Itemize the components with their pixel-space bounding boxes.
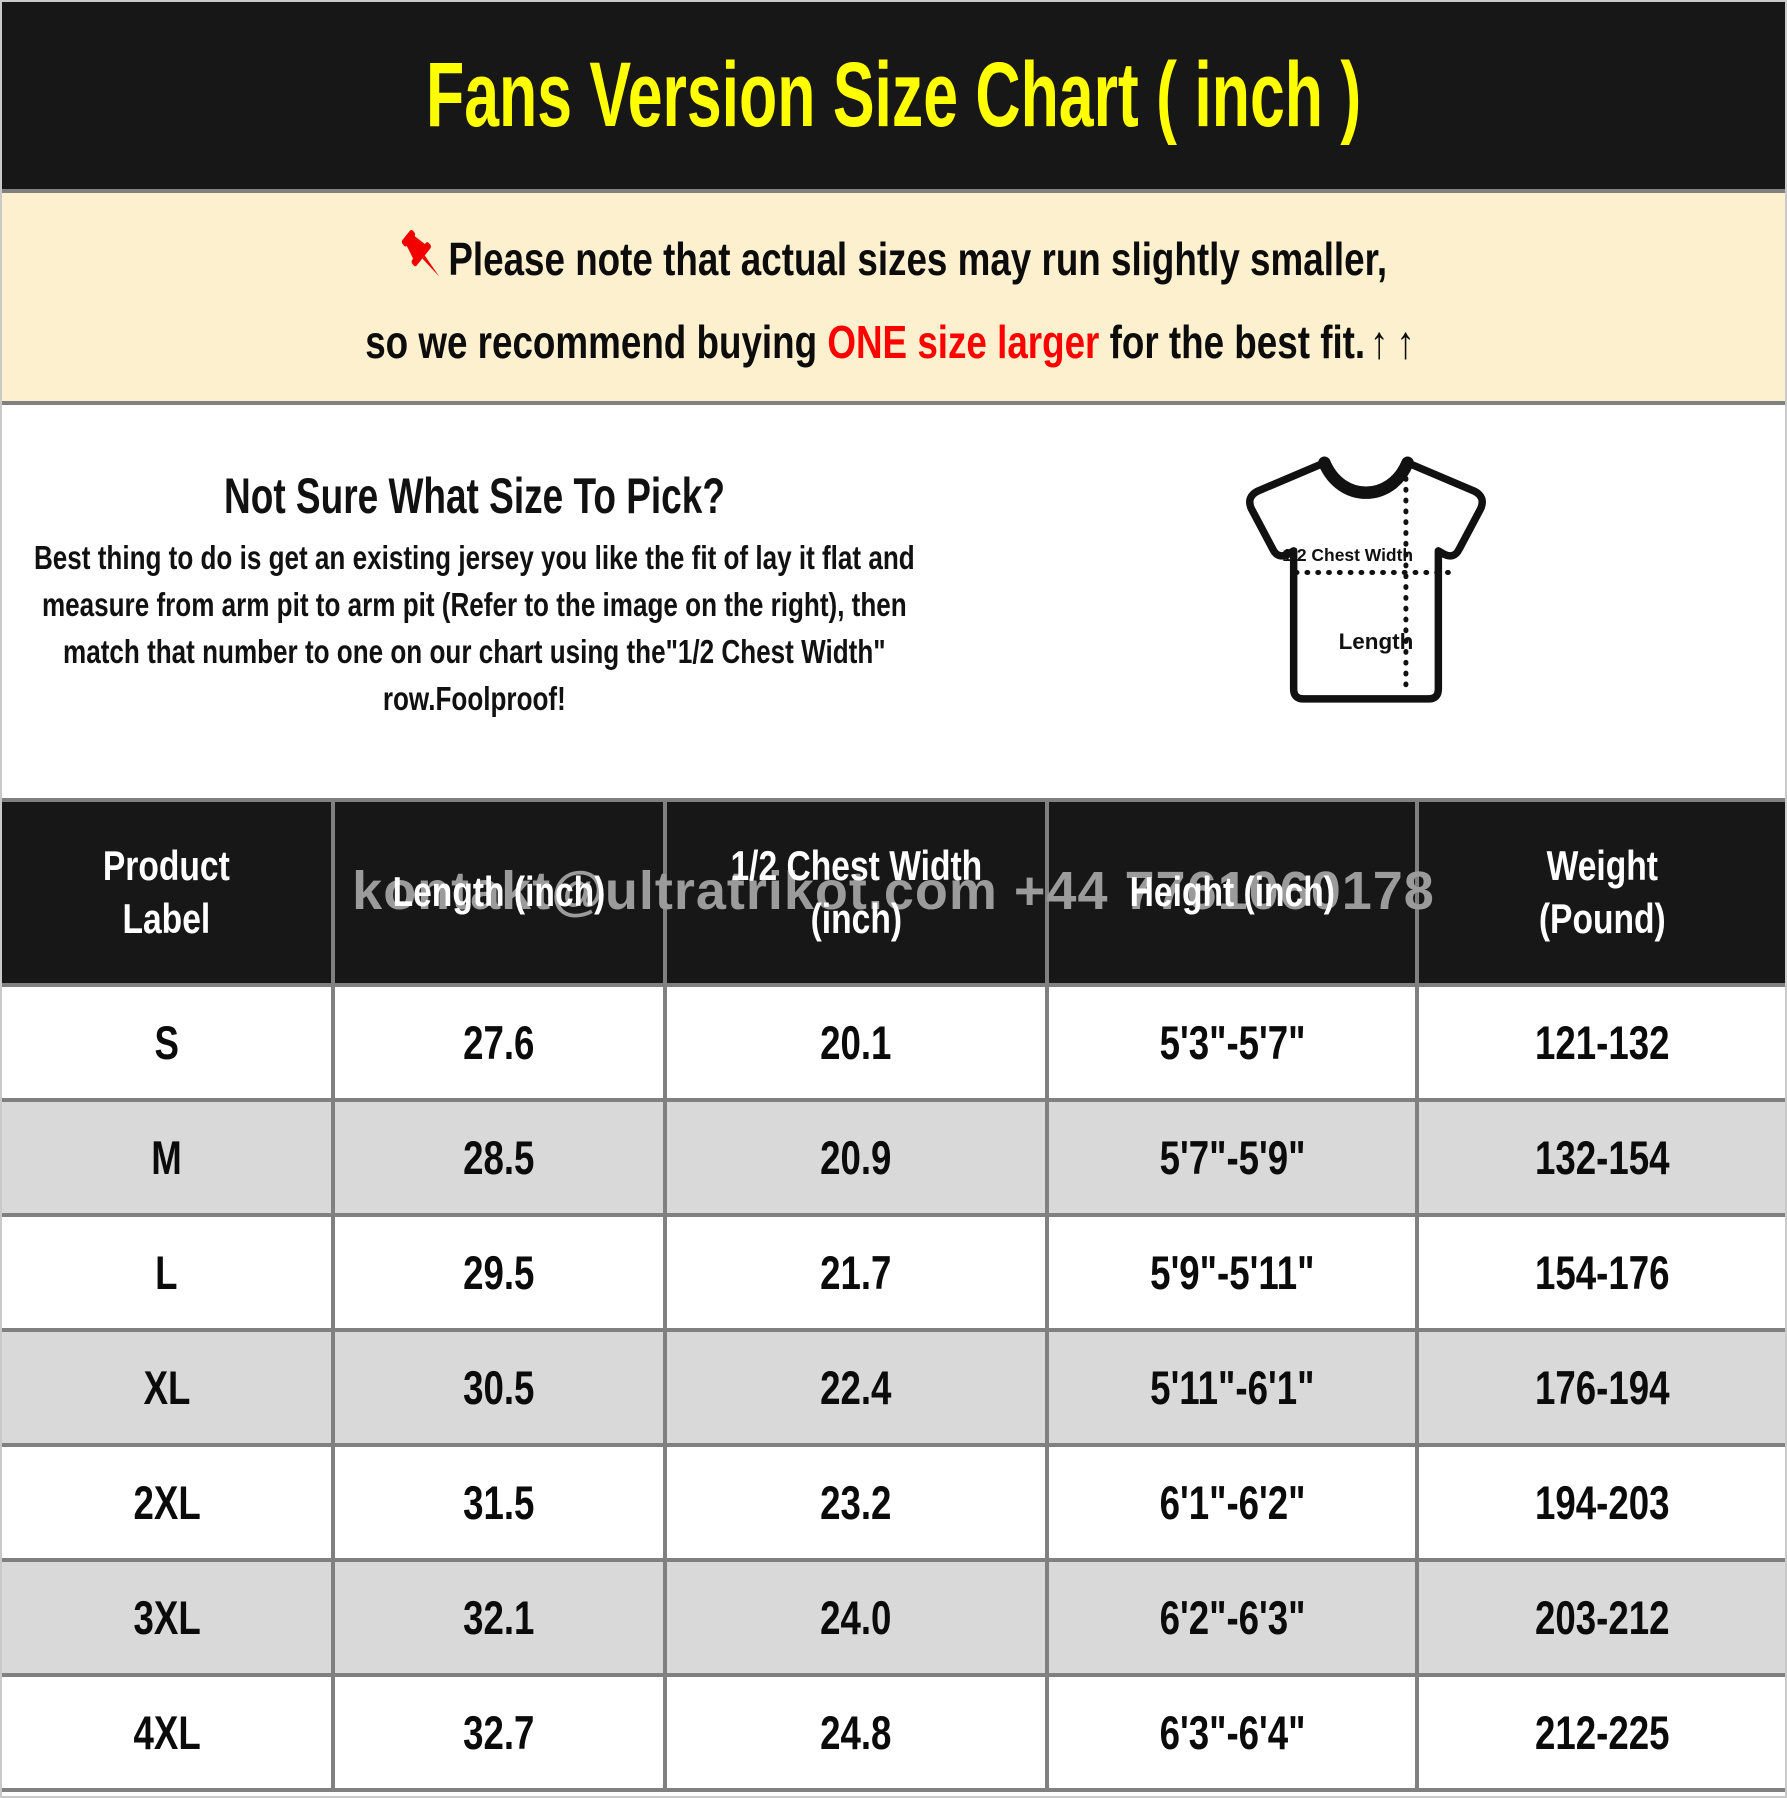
note-line-1: Please note that actual sizes may run sl… xyxy=(400,225,1387,289)
table-row-2xl-length: 31.5 xyxy=(335,1447,663,1558)
up-arrows-icon: ↑↑ xyxy=(1369,316,1423,368)
table-row-l-length: 29.5 xyxy=(335,1217,663,1328)
table-row-xl-chest: 22.4 xyxy=(666,1332,1046,1443)
sizing-guide-section: Not Sure What Size To Pick? Best thing t… xyxy=(2,405,1785,798)
table-row-xl-length: 30.5 xyxy=(335,1332,663,1443)
table-row-4xl-chest: 24.8 xyxy=(666,1677,1046,1788)
table-row-m-length: 28.5 xyxy=(335,1102,663,1213)
table-row-3xl-chest: 24.0 xyxy=(666,1562,1046,1673)
size-table: kontakt@ultratrikot.com +44 7761060178 P… xyxy=(2,798,1785,1792)
table-row-m-label: M xyxy=(2,1102,332,1213)
table-row-m-height: 5'7"-5'9" xyxy=(1049,1102,1416,1213)
table-row-4xl-length: 32.7 xyxy=(335,1677,663,1788)
title-bar: Fans Version Size Chart ( inch ) xyxy=(2,2,1785,193)
table-row-s-height: 5'3"-5'7" xyxy=(1049,987,1416,1098)
table-row-3xl-height: 6'2"-6'3" xyxy=(1049,1562,1416,1673)
measurement-diagram: 1/2 Chest Width Length xyxy=(947,405,1785,735)
length-label: Length xyxy=(1339,629,1414,654)
page-title: Fans Version Size Chart ( inch ) xyxy=(425,44,1362,146)
table-row-2xl-chest: 23.2 xyxy=(666,1447,1046,1558)
table-row-s-chest: 20.1 xyxy=(666,987,1046,1098)
table-row-xl-weight: 176-194 xyxy=(1419,1332,1785,1443)
note-text-1: Please note that actual sizes may run sl… xyxy=(448,233,1387,285)
table-row-2xl-height: 6'1"-6'2" xyxy=(1049,1447,1416,1558)
table-row-l-height: 5'9"-5'11" xyxy=(1049,1217,1416,1328)
table-row-4xl-weight: 212-225 xyxy=(1419,1677,1785,1788)
note-text-2-prefix: so we recommend buying xyxy=(364,316,827,368)
table-row-2xl-weight: 194-203 xyxy=(1419,1447,1785,1558)
table-row-l-weight: 154-176 xyxy=(1419,1217,1785,1328)
col-header-weight: Weight (Pound) xyxy=(1419,802,1785,983)
table-row-xl-label: XL xyxy=(2,1332,332,1443)
table-row-m-weight: 132-154 xyxy=(1419,1102,1785,1213)
table-row-3xl-weight: 203-212 xyxy=(1419,1562,1785,1673)
table-row-2xl-label: 2XL xyxy=(2,1447,332,1558)
chest-width-label: 1/2 Chest Width xyxy=(1282,545,1413,565)
table-row-s-weight: 121-132 xyxy=(1419,987,1785,1098)
col-header-length: Length (inch) xyxy=(335,802,663,983)
table-row-xl-height: 5'11"-6'1" xyxy=(1049,1332,1416,1443)
note-banner: Please note that actual sizes may run sl… xyxy=(2,193,1785,405)
sizing-guide-heading: Not Sure What Size To Pick? xyxy=(224,468,725,524)
table-row-3xl-label: 3XL xyxy=(2,1562,332,1673)
sizing-guide-body: Best thing to do is get an existing jers… xyxy=(34,539,915,717)
col-header-product-label: Product Label xyxy=(2,802,332,983)
note-text-2-highlight: ONE size larger xyxy=(826,316,1099,368)
sizing-guide-text: Not Sure What Size To Pick? Best thing t… xyxy=(2,405,947,722)
col-header-height: Height (inch) xyxy=(1049,802,1416,983)
table-row-m-chest: 20.9 xyxy=(666,1102,1046,1213)
table-row-l-label: L xyxy=(2,1217,332,1328)
tshirt-diagram-icon: 1/2 Chest Width Length xyxy=(1246,456,1486,703)
table-row-3xl-length: 32.1 xyxy=(335,1562,663,1673)
col-header-chest-width: 1/2 Chest Width (inch) xyxy=(666,802,1046,983)
note-text-2-suffix: for the best fit. xyxy=(1098,316,1365,368)
table-row-4xl-height: 6'3"-6'4" xyxy=(1049,1677,1416,1788)
note-line-2: so we recommend buying ONE size larger f… xyxy=(365,315,1423,369)
table-row-s-label: S xyxy=(2,987,332,1098)
table-row-l-chest: 21.7 xyxy=(666,1217,1046,1328)
pushpin-icon xyxy=(401,229,440,277)
table-row-4xl-label: 4XL xyxy=(2,1677,332,1788)
table-row-s-length: 27.6 xyxy=(335,987,663,1098)
